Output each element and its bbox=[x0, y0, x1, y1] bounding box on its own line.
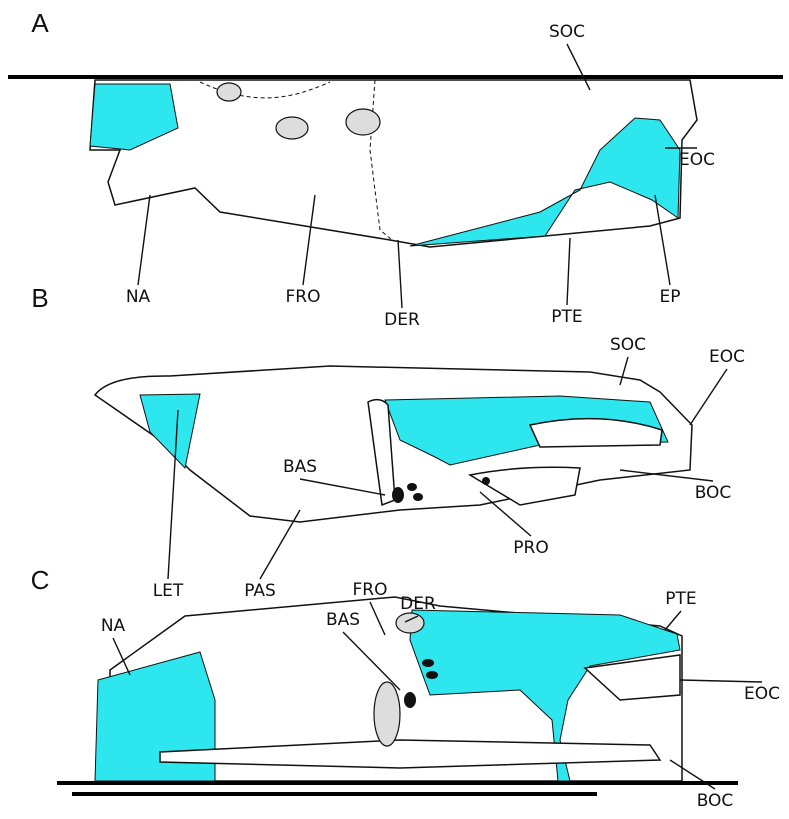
bone-label: PAS bbox=[244, 581, 276, 601]
bone-label: BOC bbox=[697, 791, 734, 811]
skull-lateral bbox=[95, 366, 692, 522]
bone-label: EOC bbox=[709, 347, 745, 367]
bone-label: FRO bbox=[353, 580, 388, 600]
panel-letter: B bbox=[31, 283, 48, 313]
panel-letter: C bbox=[31, 565, 50, 595]
bone-label: BAS bbox=[283, 457, 317, 477]
leader-line bbox=[665, 611, 681, 630]
bone-label: PTE bbox=[551, 307, 582, 327]
leader-line bbox=[398, 240, 402, 308]
skull-dorsal bbox=[8, 77, 783, 247]
bone-label: PRO bbox=[513, 538, 548, 558]
leader-line bbox=[138, 195, 150, 285]
bone-label: BOC bbox=[695, 483, 732, 503]
bone-label: EOC bbox=[679, 150, 715, 170]
leader-line bbox=[680, 680, 762, 682]
bone-label: DER bbox=[400, 594, 436, 614]
bone-label: EP bbox=[660, 287, 681, 307]
bone-label: BAS bbox=[326, 610, 360, 630]
leader-line bbox=[690, 369, 727, 425]
bone-label: NA bbox=[101, 616, 126, 636]
bone-label: EOC bbox=[744, 684, 780, 704]
bone-label: SOC bbox=[549, 22, 585, 42]
bone-label: LET bbox=[153, 581, 184, 601]
bone-label: FRO bbox=[286, 287, 321, 307]
leader-line bbox=[567, 238, 570, 305]
bone-label: SOC bbox=[610, 335, 646, 355]
figure: A SOC EOC NA FRO DER PTE EP B SOC EOC BAS BOC PRO LET P… bbox=[0, 0, 789, 819]
bone-label: DER bbox=[384, 310, 420, 330]
bone-label: NA bbox=[126, 287, 151, 307]
skull-ventral bbox=[57, 597, 738, 794]
panel-letter: A bbox=[31, 8, 49, 38]
bone-label: PTE bbox=[665, 589, 696, 609]
